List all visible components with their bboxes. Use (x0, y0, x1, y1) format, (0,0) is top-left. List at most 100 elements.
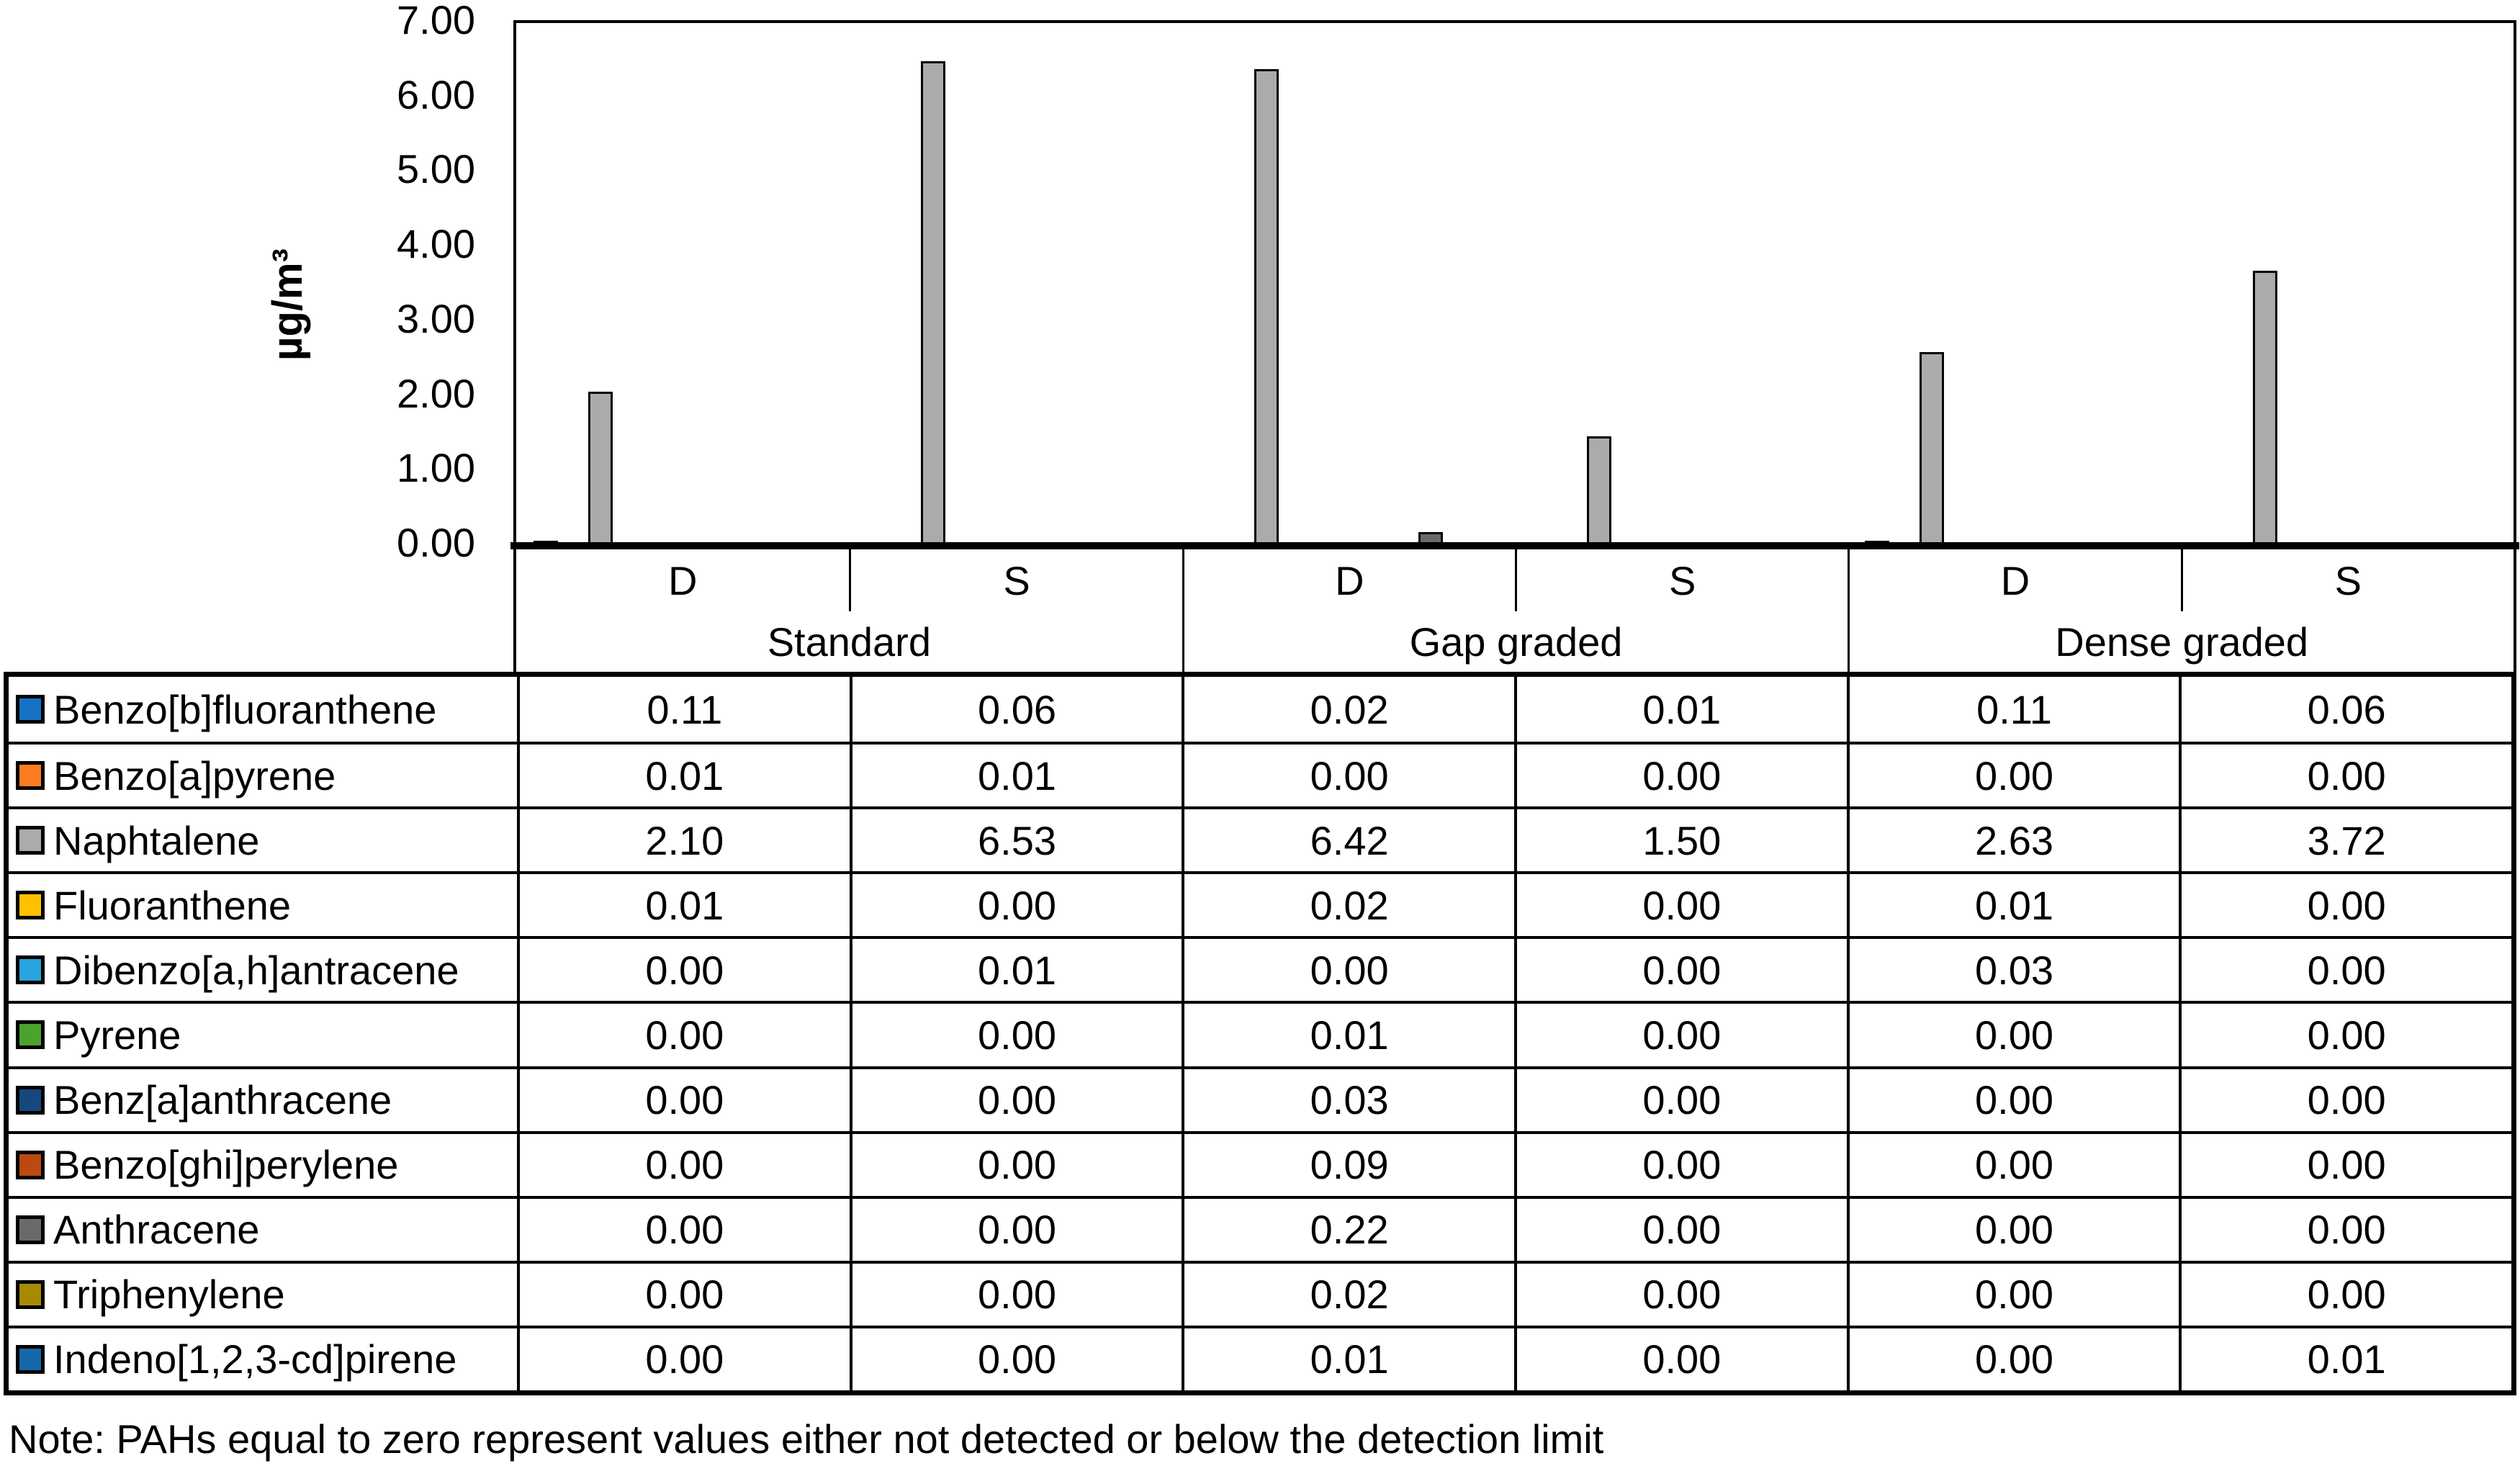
value-cell: 0.00 (1513, 1066, 1847, 1131)
pavement-label: Dense graded (1848, 611, 2514, 672)
bar-group (1182, 23, 1515, 549)
value-cell: 2.10 (517, 806, 850, 872)
legend-swatch (16, 761, 45, 791)
value-cell: 0.01 (517, 871, 850, 937)
y-tick-label: 2.00 (397, 370, 475, 416)
legend-cell: Indeno[1,2,3-cd]pirene (9, 1325, 517, 1390)
value-cell: 0.00 (1846, 1195, 2179, 1261)
bar (1254, 69, 1279, 549)
value-cell: 0.00 (1513, 1325, 1847, 1390)
value-cell: 0.00 (517, 1001, 850, 1066)
value-cell: 0.00 (517, 1130, 850, 1196)
condition-label: D (1182, 549, 1515, 611)
bar-group (1848, 23, 2180, 549)
bar (1920, 352, 1945, 549)
y-tick-label: 0.00 (397, 520, 475, 565)
x-axis-line (510, 542, 2519, 549)
value-cell: 0.06 (2179, 677, 2511, 742)
value-cell: 0.11 (517, 677, 850, 742)
value-cell: 0.11 (1846, 677, 2179, 742)
y-tick-label: 3.00 (397, 295, 475, 341)
value-cell: 0.00 (1513, 936, 1847, 1002)
value-cell: 3.72 (2179, 806, 2511, 872)
legend-cell: Triphenylene (9, 1260, 517, 1326)
value-cell: 2.63 (1846, 806, 2179, 872)
note-text: Note: PAHs equal to zero represent value… (9, 1416, 1604, 1462)
legend-swatch (16, 695, 45, 724)
value-cell: 0.01 (849, 742, 1182, 807)
value-cell: 0.00 (2179, 1260, 2511, 1326)
legend-swatch (16, 826, 45, 855)
value-cell: 0.00 (2179, 871, 2511, 937)
condition-label: S (849, 549, 1182, 611)
bar (2252, 271, 2277, 549)
legend-swatch (16, 891, 45, 920)
value-cell: 0.01 (1513, 677, 1847, 742)
value-cell: 0.09 (1182, 1130, 1514, 1196)
value-cell: 0.00 (2179, 742, 2511, 807)
data-table: Benzo[b]fluoranthene 0.11 0.06 0.02 0.01 0.11… (4, 672, 2516, 1395)
pavement-label: Gap graded (1182, 611, 1848, 672)
value-cell: 0.00 (2179, 1130, 2511, 1196)
legend-cell: Dibenzo[a,h]antracene (9, 936, 517, 1001)
y-tick-label: 7.00 (397, 0, 475, 42)
value-cell: 0.00 (1182, 936, 1514, 1002)
value-cell: 0.00 (849, 1130, 1182, 1196)
value-cell: 0.00 (849, 871, 1182, 937)
value-cell: 0.00 (1846, 1066, 2179, 1131)
value-cell: 0.01 (1182, 1325, 1514, 1390)
series-label: Benzo[a]pyrene (53, 752, 336, 799)
series-label: Triphenylene (53, 1272, 285, 1318)
value-cell: 0.00 (849, 1001, 1182, 1066)
legend-swatch (16, 955, 45, 985)
value-cell: 0.01 (849, 936, 1182, 1002)
y-tick-label: 1.00 (397, 445, 475, 491)
y-tick-label: 4.00 (397, 221, 475, 267)
value-cell: 0.00 (1513, 1001, 1847, 1066)
series-label: Pyrene (53, 1012, 181, 1058)
value-cell: 0.00 (517, 1195, 850, 1261)
bar (588, 392, 613, 549)
plot-area (513, 20, 2516, 549)
legend-cell: Benzo[ghi]perylene (9, 1130, 517, 1196)
value-cell: 0.00 (1513, 871, 1847, 937)
series-label: Benzo[ghi]perylene (53, 1142, 399, 1188)
bar-group (516, 23, 849, 549)
value-cell: 0.00 (1513, 1130, 1847, 1196)
bar-group (2181, 23, 2514, 549)
value-cell: 0.00 (517, 1260, 850, 1326)
value-cell: 1.50 (1513, 806, 1847, 872)
value-cell: 0.02 (1182, 677, 1514, 742)
series-label: Benzo[b]fluoranthene (53, 686, 437, 732)
condition-label: D (1848, 549, 2180, 611)
value-cell: 6.42 (1182, 806, 1514, 872)
pavement-header-row: Standard Gap graded Dense graded (513, 611, 2516, 672)
bar-group (849, 23, 1182, 549)
value-cell: 0.00 (1513, 1260, 1847, 1326)
value-cell: 0.00 (849, 1260, 1182, 1326)
legend-cell: Benz[a]anthracene (9, 1066, 517, 1131)
series-label: Benz[a]anthracene (53, 1077, 392, 1123)
value-cell: 0.00 (849, 1195, 1182, 1261)
value-cell: 0.00 (849, 1066, 1182, 1131)
legend-swatch (16, 1279, 45, 1309)
value-cell: 0.00 (1846, 1001, 2179, 1066)
value-cell: 0.00 (2179, 1001, 2511, 1066)
series-label: Fluoranthene (53, 882, 292, 928)
bar (921, 61, 946, 549)
value-cell: 0.01 (2179, 1325, 2511, 1390)
value-cell: 0.00 (517, 936, 850, 1002)
legend-cell: Naphtalene (9, 806, 517, 871)
series-label: Dibenzo[a,h]antracene (53, 947, 459, 993)
legend-cell: Benzo[b]fluoranthene (9, 677, 517, 742)
value-cell: 0.00 (2179, 1195, 2511, 1261)
legend-cell: Benzo[a]pyrene (9, 742, 517, 806)
value-cell: 0.00 (517, 1066, 850, 1131)
value-cell: 0.02 (1182, 1260, 1514, 1326)
value-cell: 0.06 (849, 677, 1182, 742)
value-cell: 0.00 (1846, 742, 2179, 807)
legend-cell: Anthracene (9, 1195, 517, 1261)
value-cell: 0.03 (1846, 936, 2179, 1002)
